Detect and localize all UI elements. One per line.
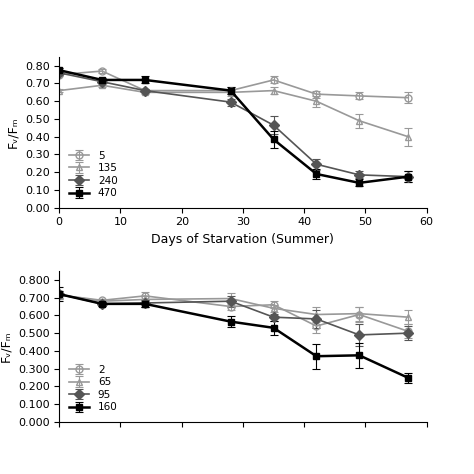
- Legend: 5, 135, 240, 470: 5, 135, 240, 470: [64, 146, 122, 202]
- Legend: 2, 65, 95, 160: 2, 65, 95, 160: [64, 361, 122, 417]
- Y-axis label: Fᵥ/Fₘ: Fᵥ/Fₘ: [6, 117, 19, 148]
- Y-axis label: Fᵥ/Fₘ: Fᵥ/Fₘ: [0, 331, 12, 362]
- X-axis label: Days of Starvation (Summer): Days of Starvation (Summer): [152, 233, 334, 246]
